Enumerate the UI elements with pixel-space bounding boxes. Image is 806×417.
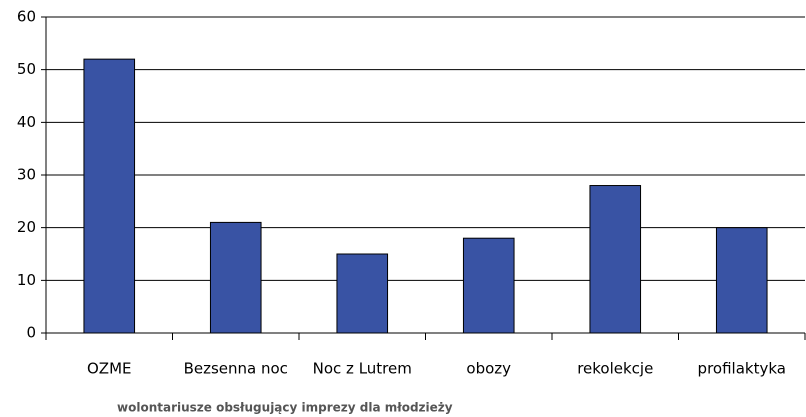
x-tick-label: profilaktyka <box>698 360 786 378</box>
x-tick-label: rekolekcje <box>577 360 653 378</box>
y-tick-label: 60 <box>17 8 36 26</box>
y-tick-label: 30 <box>17 166 36 184</box>
bar <box>83 58 136 334</box>
y-tick-label: 10 <box>17 271 36 289</box>
y-tick-label: 0 <box>26 324 36 342</box>
y-tick-label: 40 <box>17 113 36 131</box>
bar <box>209 221 262 334</box>
y-tick-label: 20 <box>17 218 36 236</box>
x-axis-label: wolontariusze obsługujący imprezy dla mł… <box>117 401 453 415</box>
bar <box>715 227 768 334</box>
y-tick-label: 50 <box>17 60 36 78</box>
bar <box>336 253 389 334</box>
x-tick-label: Noc z Lutrem <box>313 360 412 378</box>
x-tick-label: obozy <box>466 360 511 378</box>
x-tick-label: Bezsenna noc <box>184 360 288 378</box>
x-tick-label: OZME <box>87 360 132 378</box>
bar <box>589 185 642 334</box>
bar <box>462 237 515 334</box>
